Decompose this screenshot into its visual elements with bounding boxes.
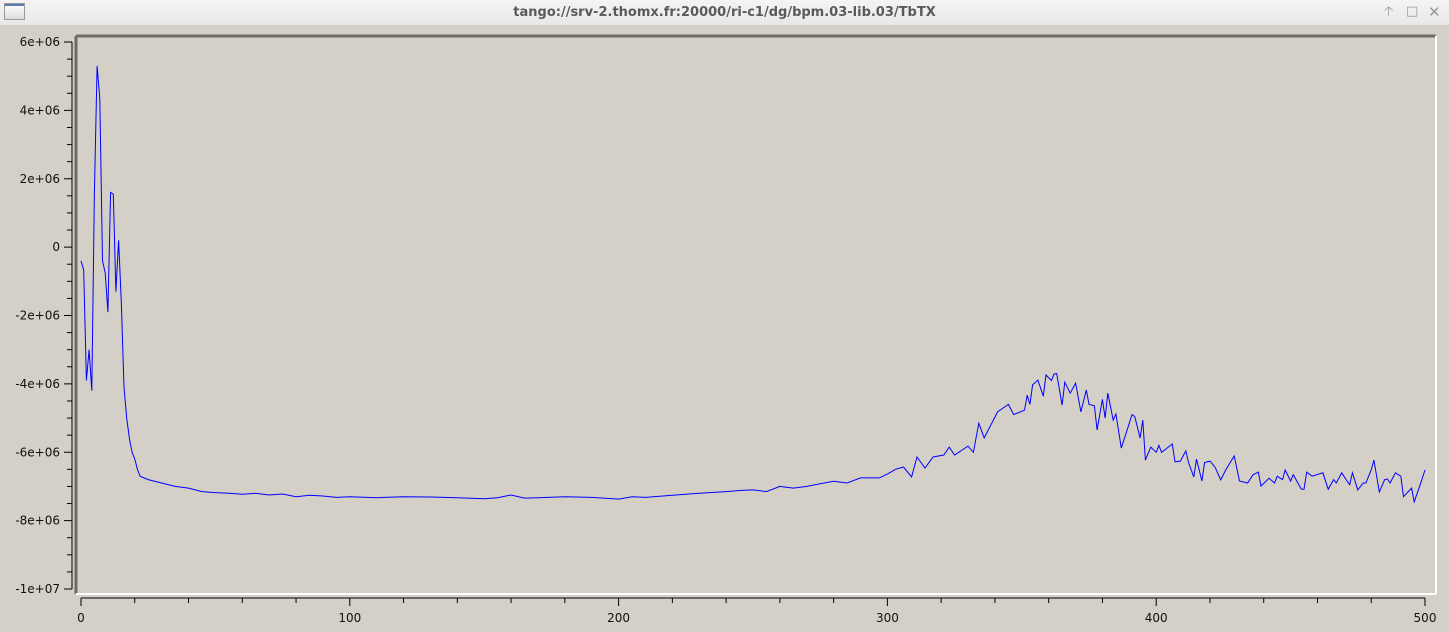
x-axis: 0 100 200 300 400 500 [77, 597, 1437, 625]
y-tick-label: -2e+06 [15, 309, 60, 323]
y-tick-label: -6e+06 [15, 445, 60, 459]
x-tick-label: 100 [338, 611, 361, 625]
y-tick-label: 4e+06 [20, 103, 60, 117]
y-tick-label: 6e+06 [20, 35, 60, 49]
y-tick-label: 0 [52, 240, 60, 254]
y-axis: 6e+06 4e+06 2e+06 0 -2e+06 -4e+06 -6e+06 -8e+06… [15, 35, 73, 596]
plot-frame [74, 34, 1437, 595]
x-tick-label: 400 [1145, 611, 1168, 625]
x-tick-label: 0 [77, 611, 85, 625]
window-title: tango://srv-2.thomx.fr:20000/ri-c1/dg/bp… [513, 5, 936, 20]
plot-area [76, 37, 1435, 593]
x-tick-label: 300 [876, 611, 899, 625]
close-icon[interactable]: ✕ [1428, 3, 1441, 21]
app-window-icon[interactable] [4, 3, 25, 20]
y-tick-label: 2e+06 [20, 172, 60, 186]
y-tick-label: -4e+06 [15, 377, 60, 391]
y-tick-label: -8e+06 [15, 514, 60, 528]
maximize-icon[interactable]: □ [1406, 4, 1419, 19]
y-tick-label: -1e+07 [15, 582, 60, 596]
keep-above-icon[interactable]: 🡡 [1384, 4, 1394, 19]
series-line [80, 65, 1426, 504]
x-tick-label: 200 [607, 611, 630, 625]
title-bar: tango://srv-2.thomx.fr:20000/ri-c1/dg/bp… [0, 0, 1449, 26]
x-tick-label: 500 [1414, 611, 1437, 625]
